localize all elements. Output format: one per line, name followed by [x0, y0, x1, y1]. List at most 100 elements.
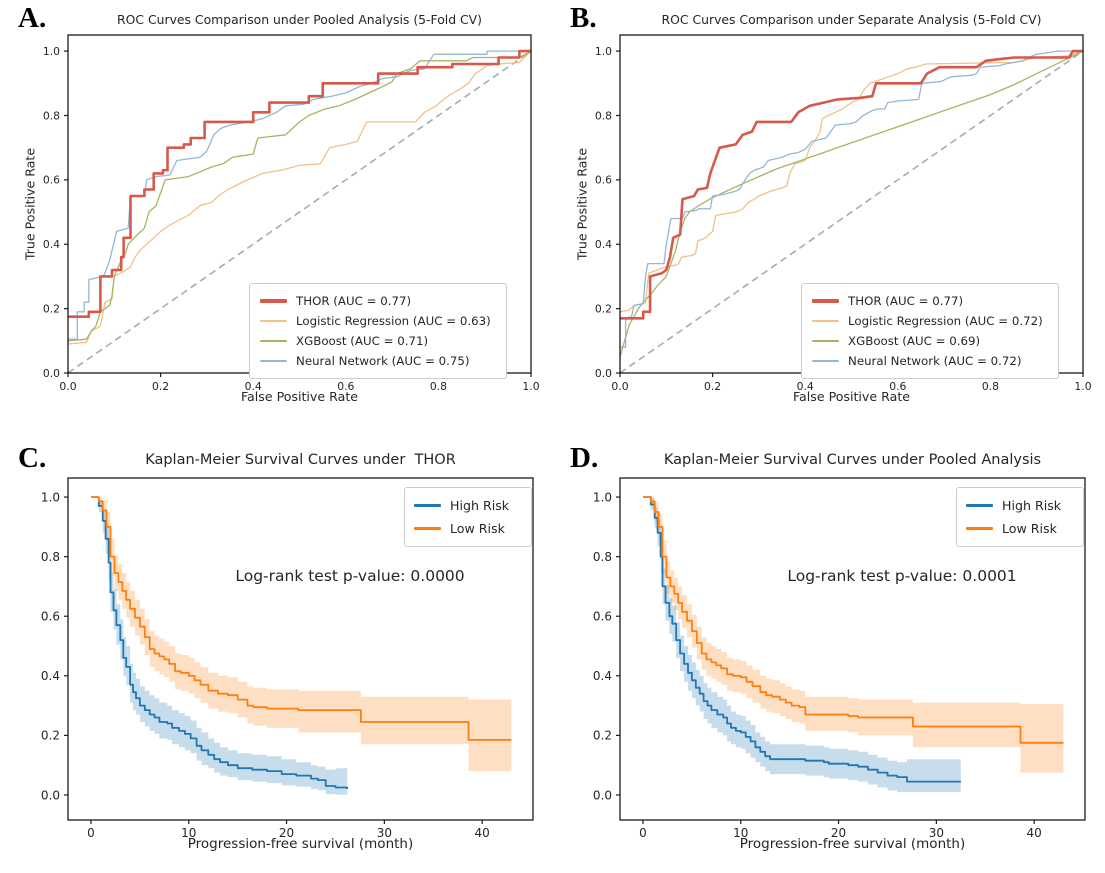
x-tick-label: 10	[733, 826, 748, 840]
panel-a-xlabel: False Positive Rate	[240, 389, 359, 404]
legend-item-thor: THOR (AUC = 0.77)	[812, 291, 1048, 311]
panel-d-title: Kaplan-Meier Survival Curves under Poole…	[663, 452, 1042, 468]
confidence-band	[643, 497, 1064, 773]
panel-c-label: C.	[18, 442, 47, 474]
panel-b-title: ROC Curves Comparison under Separate Ana…	[661, 12, 1042, 27]
legend-label: Neural Network (AUC = 0.72)	[848, 354, 1022, 368]
y-tick-label: 0.4	[593, 669, 612, 683]
panel-a-title: ROC Curves Comparison under Pooled Analy…	[117, 12, 482, 27]
legend-item-xgboost: XGBoost (AUC = 0.71)	[260, 331, 496, 351]
x-tick-label: 40	[475, 826, 490, 840]
thor-line-swatch	[260, 299, 287, 303]
series-line	[643, 496, 961, 783]
panel-b-label: B.	[570, 2, 597, 34]
neural-network-line-swatch	[260, 360, 287, 362]
roc-chart-separate: 0.0 0.2 0.4 0.6 0.8 1.0 0.0 0.2 0.4 0.6 0.8 1.0	[595, 34, 1092, 393]
y-tick-label: 0.0	[43, 367, 60, 380]
x-tick-label: 40	[1027, 826, 1042, 840]
xgboost-line-swatch	[260, 340, 287, 342]
panel-d-pvalue-annotation: Log-rank test p-value: 0.0001	[787, 567, 1017, 585]
legend-label: XGBoost (AUC = 0.71)	[296, 334, 429, 348]
x-tick-label: 10	[181, 826, 196, 840]
y-tick-label: 0.2	[595, 303, 612, 316]
legend-label: Low Risk	[1002, 521, 1057, 536]
y-tick-label: 1.0	[593, 490, 612, 504]
panel-a-label: A.	[18, 2, 47, 34]
panel-c-title: Kaplan-Meier Survival Curves under THOR	[145, 452, 456, 468]
legend-item-low-risk: Low Risk	[966, 517, 1074, 540]
series-line	[619, 50, 1084, 358]
y-tick-label: 0.4	[43, 238, 60, 251]
x-tick-label: 0.4	[797, 380, 814, 393]
y-tick-label: 0.8	[595, 109, 612, 122]
legend-label: High Risk	[450, 498, 510, 513]
high-risk-line-swatch	[966, 504, 993, 507]
logistic-regression-line-swatch	[812, 320, 839, 322]
legend-label: Low Risk	[450, 521, 505, 536]
x-tick-label: 1.0	[522, 380, 539, 393]
x-tick-label: 0	[87, 826, 95, 840]
series-line	[67, 50, 532, 342]
chance-diagonal-line	[619, 50, 1084, 374]
x-tick-label: 30	[929, 826, 944, 840]
legend-label: THOR (AUC = 0.77)	[848, 294, 964, 308]
series-line	[67, 50, 532, 345]
legend-label: High Risk	[1002, 498, 1062, 513]
x-tick-label: 20	[831, 826, 846, 840]
x-tick-label: 1.0	[1074, 380, 1091, 393]
legend-item-xgboost: XGBoost (AUC = 0.69)	[812, 331, 1048, 351]
low-risk-line-swatch	[414, 527, 441, 530]
y-tick-label: 0.4	[41, 669, 60, 683]
low-risk-line-swatch	[966, 527, 993, 530]
x-tick-label: 0	[639, 826, 647, 840]
y-tick-label: 0.0	[595, 367, 612, 380]
legend-label: Logistic Regression (AUC = 0.72)	[848, 314, 1043, 328]
legend-item-thor: THOR (AUC = 0.77)	[260, 291, 496, 311]
y-tick-label: 0.4	[595, 238, 612, 251]
legend-label: Logistic Regression (AUC = 0.63)	[296, 314, 491, 328]
y-tick-label: 0.0	[593, 788, 612, 802]
y-tick-label: 0.8	[43, 109, 60, 122]
panel-c-legend: High Risk Low Risk	[404, 487, 532, 547]
x-tick-label: 20	[279, 826, 294, 840]
km-chart-pooled: 0 10 20 30 40 0.0 0.2 0.4 0.6 0.8 1.0	[593, 477, 1086, 840]
series-line	[643, 496, 1064, 744]
y-tick-label: 0.2	[43, 303, 60, 316]
y-tick-label: 1.0	[595, 45, 612, 58]
y-tick-label: 1.0	[41, 490, 60, 504]
x-tick-label: 30	[377, 826, 392, 840]
confidence-band	[91, 497, 348, 795]
panel-d-label: D.	[570, 442, 599, 474]
x-tick-label: 0.0	[59, 380, 76, 393]
panel-c: 0 10 20 30 40 0.0 0.2 0.4 0.6 0.8 1.0 C. Kaplan-Me…	[0, 440, 552, 873]
panel-c-xlabel: Progression-free survival (month)	[187, 836, 414, 852]
high-risk-line-swatch	[414, 504, 441, 507]
panel-b: 0.0 0.2 0.4 0.6 0.8 1.0 0.0 0.2 0.4 0.6 0.8 1.0 B. …	[552, 0, 1105, 440]
logistic-regression-line-swatch	[260, 320, 287, 322]
y-tick-label: 0.6	[41, 610, 60, 624]
km-chart-thor: 0 10 20 30 40 0.0 0.2 0.4 0.6 0.8 1.0	[41, 477, 534, 840]
x-tick-label: 0.6	[889, 380, 906, 393]
panel-d-legend: High Risk Low Risk	[956, 487, 1084, 547]
x-tick-label: 0.4	[245, 380, 262, 393]
panel-b-xlabel: False Positive Rate	[792, 389, 911, 404]
y-tick-label: 0.6	[593, 610, 612, 624]
y-tick-label: 0.6	[595, 174, 612, 187]
panel-c-pvalue-annotation: Log-rank test p-value: 0.0000	[235, 567, 465, 585]
panel-d: 0 10 20 30 40 0.0 0.2 0.4 0.6 0.8 1.0 D. Kaplan-Me…	[552, 440, 1105, 873]
y-tick-label: 0.2	[593, 729, 612, 743]
chance-diagonal-line	[67, 50, 532, 374]
panel-b-ylabel: True Positive Rate	[574, 147, 590, 261]
panel-a: 0.0 0.2 0.4 0.6 0.8 1.0 0.0 0.2 0.4 0.6 0.8 1.0 A. …	[0, 0, 552, 440]
panel-a-ylabel: True Positive Rate	[22, 147, 38, 261]
x-tick-label: 0.8	[430, 380, 447, 393]
x-tick-label: 0.0	[611, 380, 628, 393]
series-line	[620, 50, 1083, 348]
confidence-band	[91, 497, 512, 772]
series-line	[91, 496, 349, 789]
y-tick-label: 1.0	[43, 45, 60, 58]
series-line	[91, 496, 512, 741]
y-tick-label: 0.2	[41, 729, 60, 743]
panel-b-legend: THOR (AUC = 0.77) Logistic Regression (A…	[801, 283, 1059, 379]
legend-label: Neural Network (AUC = 0.75)	[296, 354, 470, 368]
